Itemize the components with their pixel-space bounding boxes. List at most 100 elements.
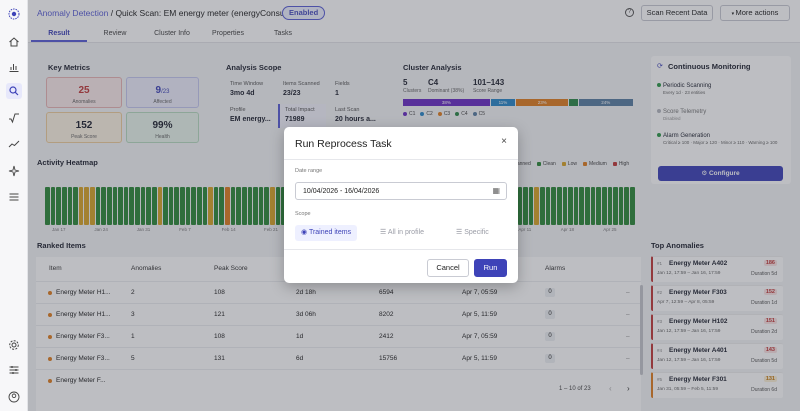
anomaly-card[interactable]: #3 Energy Meter H102 151 Jan 12, 17:59 – Ja… [651, 314, 783, 340]
heatmap-cell[interactable] [247, 187, 253, 225]
table-scrollbar[interactable] [640, 285, 643, 375]
table-row[interactable]: Energy Meter F3... 1 108 1d 2412 Apr 7, 05:59… [36, 325, 641, 347]
monitoring-alarm[interactable]: Alarm Generation Critical ≥ 100 · Major … [657, 132, 787, 145]
heatmap-cell[interactable] [236, 187, 241, 225]
calendar-icon[interactable]: ▦ [492, 186, 500, 195]
tab-review[interactable]: Review [103, 30, 127, 37]
scope-all-in-profile[interactable]: ☰ All in profile [380, 229, 425, 236]
heatmap-cell[interactable] [281, 187, 286, 225]
sqrt-function-icon[interactable] [6, 110, 22, 126]
heatmap-cell[interactable] [118, 187, 123, 225]
metric-affected[interactable]: 9/23 Affected [126, 77, 199, 108]
heatmap-cell[interactable] [545, 187, 551, 225]
cluster-bar-segment[interactable]: 38% [403, 99, 490, 106]
heatmap-cell[interactable] [225, 187, 230, 225]
heatmap-cell[interactable] [191, 187, 196, 225]
heatmap-cell[interactable] [556, 187, 562, 225]
heatmap-cell[interactable] [523, 187, 528, 225]
heatmap-cell[interactable] [163, 187, 168, 225]
heatmap-cell[interactable] [157, 187, 163, 225]
heatmap-cell[interactable] [180, 187, 185, 225]
heatmap-cell[interactable] [174, 187, 179, 225]
heatmap-cell[interactable] [568, 187, 573, 225]
heatmap-cell[interactable] [270, 187, 275, 225]
heatmap-cell[interactable] [264, 187, 269, 225]
heatmap-cell[interactable] [45, 187, 50, 225]
heatmap-cell[interactable] [78, 187, 84, 225]
col-anomalies[interactable]: Anomalies [131, 265, 162, 272]
table-row[interactable]: Energy Meter F... [36, 369, 641, 391]
user-icon[interactable] [6, 389, 22, 405]
heatmap-cell[interactable] [67, 187, 73, 225]
heatmap-cell[interactable] [562, 187, 568, 225]
heatmap-cell[interactable] [517, 187, 523, 225]
heatmap-cell[interactable] [50, 187, 56, 225]
tab-tasks[interactable]: Tasks [274, 30, 292, 37]
heatmap-cell[interactable] [534, 187, 539, 225]
heatmap-cell[interactable] [90, 187, 95, 225]
heatmap-cell[interactable] [213, 187, 219, 225]
monitoring-telemetry[interactable]: Score Telemetry Disabled [657, 108, 706, 121]
heatmap-cell[interactable] [596, 187, 601, 225]
table-row[interactable]: Energy Meter F3... 5 131 6d 15756 Apr 5, 11:5… [36, 347, 641, 369]
heatmap-cell[interactable] [630, 187, 635, 225]
heatmap-cell[interactable] [601, 187, 607, 225]
menu-icon[interactable] [6, 189, 22, 205]
col-alarms[interactable]: Alarms [545, 265, 566, 272]
heatmap-cell[interactable] [168, 187, 174, 225]
heatmap-cell[interactable] [258, 187, 264, 225]
gear-icon[interactable] [6, 337, 22, 353]
heatmap-cell[interactable] [135, 187, 140, 225]
scan-recent-button[interactable]: Scan Recent Data [641, 5, 713, 21]
breadcrumb-app[interactable]: Anomaly Detection [37, 8, 109, 18]
heatmap-cell[interactable] [573, 187, 579, 225]
heatmap-cell[interactable] [208, 187, 213, 225]
next-page-icon[interactable]: › [627, 384, 630, 393]
bar-chart-icon[interactable] [6, 59, 22, 75]
heatmap-cell[interactable] [579, 187, 584, 225]
cluster-bar-segment[interactable]: 24% [578, 99, 633, 106]
heatmap-cell[interactable] [202, 187, 208, 225]
heatmap-cell[interactable] [241, 187, 247, 225]
heatmap-cell[interactable] [185, 187, 191, 225]
metric-peak-score[interactable]: 152 Peak Score [46, 112, 122, 143]
metric-anomalies[interactable]: 25 Anomalies [46, 77, 122, 108]
row-menu-icon[interactable]: – [626, 289, 630, 296]
heatmap-cell[interactable] [230, 187, 236, 225]
heatmap-cell[interactable] [551, 187, 556, 225]
help-icon[interactable]: ? [625, 8, 634, 17]
heatmap-cell[interactable] [540, 187, 545, 225]
cancel-button[interactable]: Cancel [427, 259, 469, 277]
search-icon[interactable] [6, 83, 22, 99]
heatmap-cell[interactable] [123, 187, 129, 225]
home-icon[interactable] [6, 34, 22, 50]
monitoring-periodic[interactable]: Periodic Scanning Every 1d · 23 entities [657, 82, 711, 95]
heatmap-cell[interactable] [95, 187, 101, 225]
tab-cluster-info[interactable]: Cluster Info [154, 30, 190, 37]
heatmap-cell[interactable] [56, 187, 61, 225]
tab-properties[interactable]: Properties [212, 30, 244, 37]
col-peak-score[interactable]: Peak Score [214, 265, 248, 272]
cluster-bar-segment[interactable] [569, 99, 578, 106]
anomaly-card[interactable]: #4 Energy Meter A401 143 Jan 12, 17:59 – Ja… [651, 343, 783, 369]
heatmap-cell[interactable] [129, 187, 134, 225]
heatmap-cell[interactable] [196, 187, 202, 225]
cluster-bar-segment[interactable]: 23% [516, 99, 569, 106]
row-menu-icon[interactable]: – [626, 311, 630, 318]
metric-health[interactable]: 99% Health [126, 112, 199, 143]
col-item[interactable]: Item [49, 265, 62, 272]
heatmap-cell[interactable] [106, 187, 112, 225]
anomaly-card[interactable]: #2 Energy Meter F303 152 Apr 7, 12:59 – Apr… [651, 285, 783, 311]
cluster-bar-segment[interactable]: 11% [490, 99, 516, 106]
heatmap-cell[interactable] [607, 187, 613, 225]
configure-button[interactable]: ⚙ Configure [658, 166, 783, 181]
heatmap-cell[interactable] [275, 187, 281, 225]
heatmap-cell[interactable] [151, 187, 157, 225]
trend-icon[interactable] [6, 136, 22, 152]
prev-page-icon[interactable]: ‹ [609, 384, 612, 393]
sparkle-icon[interactable] [6, 163, 22, 179]
table-row[interactable]: Energy Meter H1... 3 121 3d 06h 8202 Apr 5, 1… [36, 303, 641, 325]
tab-result[interactable]: Result [48, 30, 70, 37]
heatmap-cell[interactable] [613, 187, 618, 225]
more-actions-button[interactable]: ▾ More actions [720, 5, 790, 21]
